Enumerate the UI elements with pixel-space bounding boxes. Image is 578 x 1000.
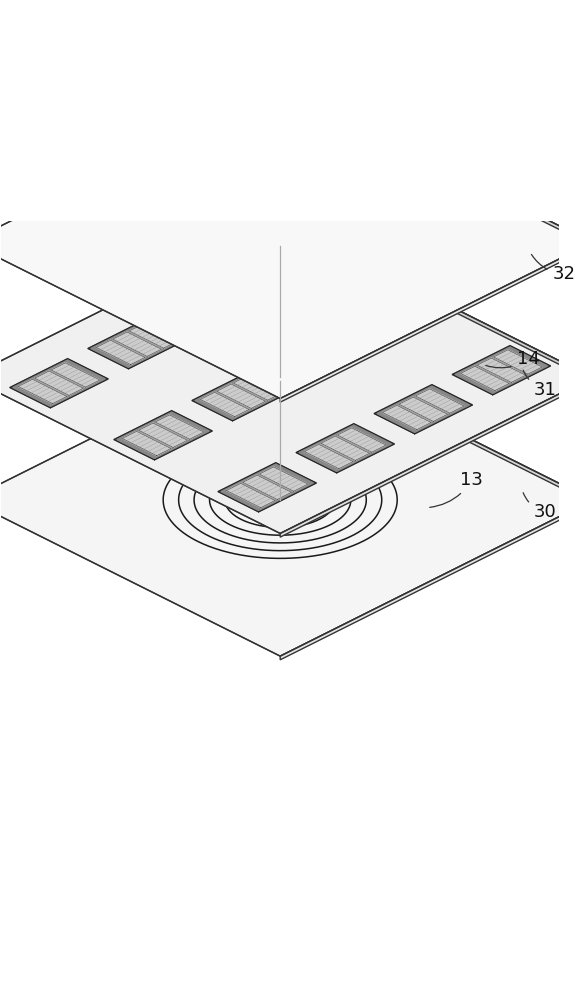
Polygon shape: [117, 412, 209, 458]
Polygon shape: [113, 332, 161, 356]
Polygon shape: [88, 320, 186, 369]
Polygon shape: [280, 221, 578, 381]
Polygon shape: [373, 306, 421, 330]
Polygon shape: [208, 285, 256, 309]
Text: 14: 14: [486, 350, 539, 368]
Polygon shape: [279, 353, 327, 378]
Polygon shape: [247, 243, 339, 289]
Polygon shape: [97, 340, 145, 365]
Text: 32: 32: [531, 254, 575, 283]
Polygon shape: [338, 428, 386, 452]
Polygon shape: [377, 386, 469, 432]
Polygon shape: [280, 500, 578, 660]
Polygon shape: [218, 463, 316, 512]
Polygon shape: [280, 86, 578, 246]
Polygon shape: [175, 301, 223, 326]
Polygon shape: [10, 359, 108, 408]
Polygon shape: [114, 411, 212, 460]
Text: 31: 31: [523, 370, 556, 399]
Polygon shape: [0, 344, 578, 656]
Polygon shape: [461, 366, 509, 391]
Polygon shape: [51, 363, 100, 387]
Polygon shape: [269, 254, 317, 278]
Polygon shape: [321, 436, 369, 460]
Polygon shape: [452, 346, 551, 395]
Polygon shape: [299, 425, 391, 471]
Polygon shape: [416, 389, 464, 413]
Polygon shape: [123, 431, 171, 456]
Polygon shape: [286, 246, 334, 270]
Polygon shape: [351, 295, 443, 341]
Polygon shape: [201, 392, 249, 417]
Polygon shape: [348, 294, 446, 343]
Polygon shape: [374, 385, 472, 434]
Polygon shape: [280, 377, 578, 537]
Polygon shape: [399, 397, 447, 421]
Polygon shape: [155, 415, 204, 439]
Polygon shape: [221, 464, 313, 510]
Polygon shape: [0, 221, 578, 533]
Polygon shape: [234, 376, 282, 400]
Polygon shape: [253, 262, 301, 287]
Polygon shape: [494, 350, 542, 374]
Polygon shape: [217, 384, 265, 408]
Polygon shape: [280, 242, 578, 402]
Polygon shape: [270, 333, 368, 382]
Polygon shape: [192, 372, 290, 421]
Polygon shape: [357, 314, 405, 339]
Polygon shape: [455, 347, 547, 393]
Polygon shape: [273, 334, 365, 380]
Polygon shape: [169, 282, 261, 328]
Polygon shape: [243, 475, 291, 499]
Polygon shape: [305, 444, 353, 469]
Polygon shape: [0, 86, 578, 399]
Polygon shape: [260, 467, 308, 491]
Text: 30: 30: [523, 493, 556, 521]
Polygon shape: [91, 321, 183, 367]
Polygon shape: [383, 405, 431, 430]
Polygon shape: [13, 360, 105, 406]
Polygon shape: [244, 242, 342, 291]
Polygon shape: [280, 344, 578, 504]
Polygon shape: [139, 423, 187, 447]
Polygon shape: [35, 371, 83, 395]
Polygon shape: [195, 373, 287, 419]
Polygon shape: [312, 337, 360, 361]
Polygon shape: [191, 293, 239, 317]
Polygon shape: [18, 379, 67, 404]
Polygon shape: [166, 281, 264, 330]
Polygon shape: [129, 324, 178, 348]
Polygon shape: [390, 298, 438, 322]
Polygon shape: [296, 424, 394, 473]
Text: 13: 13: [429, 471, 483, 507]
Polygon shape: [227, 483, 275, 508]
Polygon shape: [295, 345, 343, 369]
Polygon shape: [477, 358, 526, 382]
